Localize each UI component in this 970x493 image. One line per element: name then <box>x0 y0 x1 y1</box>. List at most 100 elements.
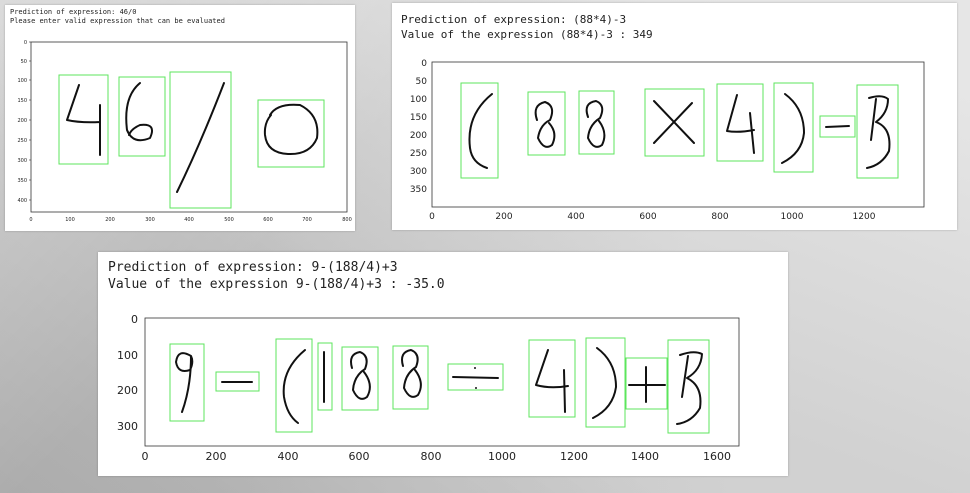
slash-symbol <box>176 82 225 193</box>
digit-6 <box>125 82 153 142</box>
digit-box <box>58 74 109 165</box>
x-tick: 1000 <box>781 212 804 222</box>
x-tick: 600 <box>263 217 273 223</box>
open-paren <box>468 93 493 169</box>
divide-symbol <box>452 367 499 389</box>
digit-box <box>460 82 499 179</box>
x-tick: 800 <box>711 212 728 222</box>
digit-box <box>392 345 429 410</box>
digit-8 <box>350 351 371 400</box>
digit-4 <box>726 94 755 154</box>
digit-8 <box>534 101 556 148</box>
x-tick: 200 <box>105 217 115 223</box>
close-paren <box>781 93 805 164</box>
digit-box <box>528 339 576 418</box>
x-tick: 700 <box>302 217 312 223</box>
digit-3 <box>676 351 703 425</box>
digit-box <box>215 371 260 392</box>
y-tick: 50 <box>416 77 428 87</box>
x-tick: 0 <box>142 450 149 463</box>
digit-box <box>275 338 313 433</box>
digit-box <box>317 342 333 411</box>
digit-box <box>527 91 566 156</box>
digit-box <box>644 88 705 157</box>
prediction-line: Prediction of expression: 46/0 <box>10 8 137 16</box>
digit-3 <box>866 95 891 169</box>
digit-box <box>169 343 205 422</box>
digit-4 <box>535 349 569 413</box>
x-tick: 1200 <box>853 212 876 222</box>
digit-box <box>257 99 325 168</box>
multiply-symbol <box>653 100 695 144</box>
close-paren <box>592 347 617 419</box>
x-tick: 800 <box>342 217 352 223</box>
y-tick: 100 <box>117 349 138 362</box>
digit-plot: 0 50 100 150 200 250 300 350 400 0 100 2… <box>17 40 352 223</box>
x-tick: 400 <box>184 217 194 223</box>
panel-expression-1: Prediction of expression: 46/0 Please en… <box>5 5 355 231</box>
y-tick: 400 <box>17 198 27 204</box>
x-tick: 400 <box>567 212 584 222</box>
y-tick: 100 <box>410 95 427 105</box>
digit-box <box>447 363 504 391</box>
result-line: Please enter valid expression that can b… <box>10 17 225 25</box>
prediction-line: Prediction of expression: (88*4)-3 <box>401 13 627 26</box>
digit-box <box>169 71 232 209</box>
x-tick: 200 <box>495 212 512 222</box>
digit-box <box>773 82 814 173</box>
digit-box <box>819 115 856 138</box>
x-tick: 200 <box>206 450 227 463</box>
y-tick: 150 <box>17 98 27 104</box>
digit-4 <box>66 84 101 156</box>
digit-box <box>578 90 615 155</box>
y-tick: 300 <box>17 158 27 164</box>
y-tick: 350 <box>17 178 27 184</box>
y-tick: 300 <box>117 420 138 433</box>
x-tick: 400 <box>278 450 299 463</box>
x-tick: 600 <box>639 212 656 222</box>
x-tick: 1000 <box>488 450 516 463</box>
y-tick: 0 <box>421 59 427 69</box>
digit-box <box>716 83 764 162</box>
y-tick: 100 <box>17 78 27 84</box>
x-tick: 0 <box>429 212 435 222</box>
x-tick: 0 <box>29 217 32 223</box>
x-tick: 100 <box>65 217 75 223</box>
digit-box <box>118 76 166 157</box>
digit-plot: 0 50 100 150 200 250 300 350 0 200 400 6… <box>410 59 925 222</box>
digit-8 <box>585 100 606 148</box>
digit-0 <box>263 103 319 156</box>
digit-plot: 0 100 200 300 0 200 400 600 800 1000 120… <box>117 313 740 463</box>
x-tick: 1400 <box>631 450 659 463</box>
digit-box <box>341 346 379 411</box>
digit-9 <box>175 352 194 413</box>
y-tick: 150 <box>410 113 427 123</box>
y-tick: 250 <box>17 138 27 144</box>
y-tick: 0 <box>24 40 27 46</box>
digit-box <box>625 357 668 410</box>
y-tick: 300 <box>410 167 427 177</box>
x-tick: 1600 <box>703 450 731 463</box>
x-tick: 500 <box>224 217 234 223</box>
minus-symbol <box>825 125 850 128</box>
x-tick: 1200 <box>560 450 588 463</box>
x-tick: 800 <box>421 450 442 463</box>
y-tick: 250 <box>410 149 427 159</box>
digit-box <box>856 84 899 179</box>
digit-box <box>585 337 626 428</box>
result-line: Value of the expression 9-(188/4)+3 : -3… <box>108 277 445 292</box>
result-line: Value of the expression (88*4)-3 : 349 <box>401 28 653 41</box>
y-tick: 200 <box>410 131 427 141</box>
y-tick: 350 <box>410 185 427 195</box>
y-tick: 200 <box>17 118 27 124</box>
open-paren <box>282 349 306 424</box>
prediction-line: Prediction of expression: 9-(188/4)+3 <box>108 260 398 275</box>
y-tick: 200 <box>117 384 138 397</box>
digit-8 <box>401 349 422 398</box>
panel-expression-3: Prediction of expression: 9-(188/4)+3 Va… <box>98 252 788 476</box>
plus-symbol <box>628 366 666 403</box>
panel-expression-2: Prediction of expression: (88*4)-3 Value… <box>392 3 957 230</box>
x-tick: 300 <box>145 217 155 223</box>
digit-box <box>667 339 710 434</box>
